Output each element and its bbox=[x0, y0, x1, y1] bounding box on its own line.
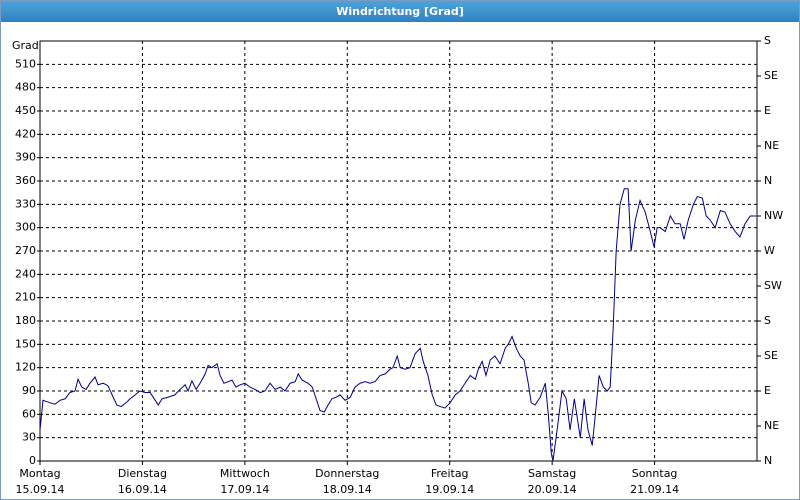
window-title: Windrichtung [Grad] bbox=[1, 1, 799, 22]
y-tick-label: 480 bbox=[15, 81, 36, 94]
y2-tick-label: SE bbox=[764, 349, 778, 362]
y2-tick-label: SE bbox=[764, 69, 778, 82]
y-tick-label: 300 bbox=[15, 221, 36, 234]
y-tick-label: 240 bbox=[15, 267, 36, 280]
y-tick-label: 180 bbox=[15, 314, 36, 327]
plot-area bbox=[39, 40, 758, 462]
y-tick-label: 510 bbox=[15, 57, 36, 70]
x-tick-label: Mittwoch bbox=[220, 467, 270, 480]
y-tick-label: 120 bbox=[15, 361, 36, 374]
y2-tick-label: W bbox=[764, 244, 775, 257]
y-tick-label: 0 bbox=[29, 454, 36, 467]
y-tick-label: 150 bbox=[15, 337, 36, 350]
y-tick-label: 210 bbox=[15, 291, 36, 304]
x-tick-sublabel: 18.09.14 bbox=[323, 483, 372, 496]
y-tick-label: 30 bbox=[22, 431, 36, 444]
y-tick-label: 330 bbox=[15, 197, 36, 210]
y-tick-label: 360 bbox=[15, 174, 36, 187]
y-tick-label: 420 bbox=[15, 127, 36, 140]
x-tick-sublabel: 21.09.14 bbox=[630, 483, 679, 496]
y2-tick-label: NE bbox=[764, 139, 779, 152]
x-tick-label: Samstag bbox=[528, 467, 576, 480]
x-tick-label: Montag bbox=[19, 467, 60, 480]
x-tick-label: Sonntag bbox=[632, 467, 678, 480]
x-tick-sublabel: 16.09.14 bbox=[118, 483, 167, 496]
y2-tick-label: NW bbox=[764, 209, 783, 222]
y2-tick-label: S bbox=[764, 314, 771, 327]
y2-tick-label: N bbox=[764, 174, 772, 187]
x-tick-label: Freitag bbox=[431, 467, 469, 480]
y2-tick-label: E bbox=[764, 104, 771, 117]
x-tick-label: Dienstag bbox=[118, 467, 167, 480]
y-tick-label: 60 bbox=[22, 407, 36, 420]
y-tick-label: 450 bbox=[15, 104, 36, 117]
y-tick-label: 90 bbox=[22, 384, 36, 397]
x-tick-sublabel: 15.09.14 bbox=[16, 483, 65, 496]
x-tick-sublabel: 19.09.14 bbox=[425, 483, 474, 496]
y-tick-label: 390 bbox=[15, 151, 36, 164]
y2-tick-label: NE bbox=[764, 419, 779, 432]
y-axis-label: Grad bbox=[12, 39, 39, 52]
y2-tick-label: SW bbox=[764, 279, 782, 292]
x-tick-sublabel: 17.09.14 bbox=[220, 483, 269, 496]
y-tick-label: 270 bbox=[15, 244, 36, 257]
data-line bbox=[39, 188, 757, 462]
x-tick-sublabel: 20.09.14 bbox=[528, 483, 577, 496]
x-tick-label: Donnerstag bbox=[315, 467, 379, 480]
y2-tick-label: N bbox=[764, 454, 772, 467]
y2-tick-label: E bbox=[764, 384, 771, 397]
y2-tick-label: S bbox=[764, 34, 771, 47]
